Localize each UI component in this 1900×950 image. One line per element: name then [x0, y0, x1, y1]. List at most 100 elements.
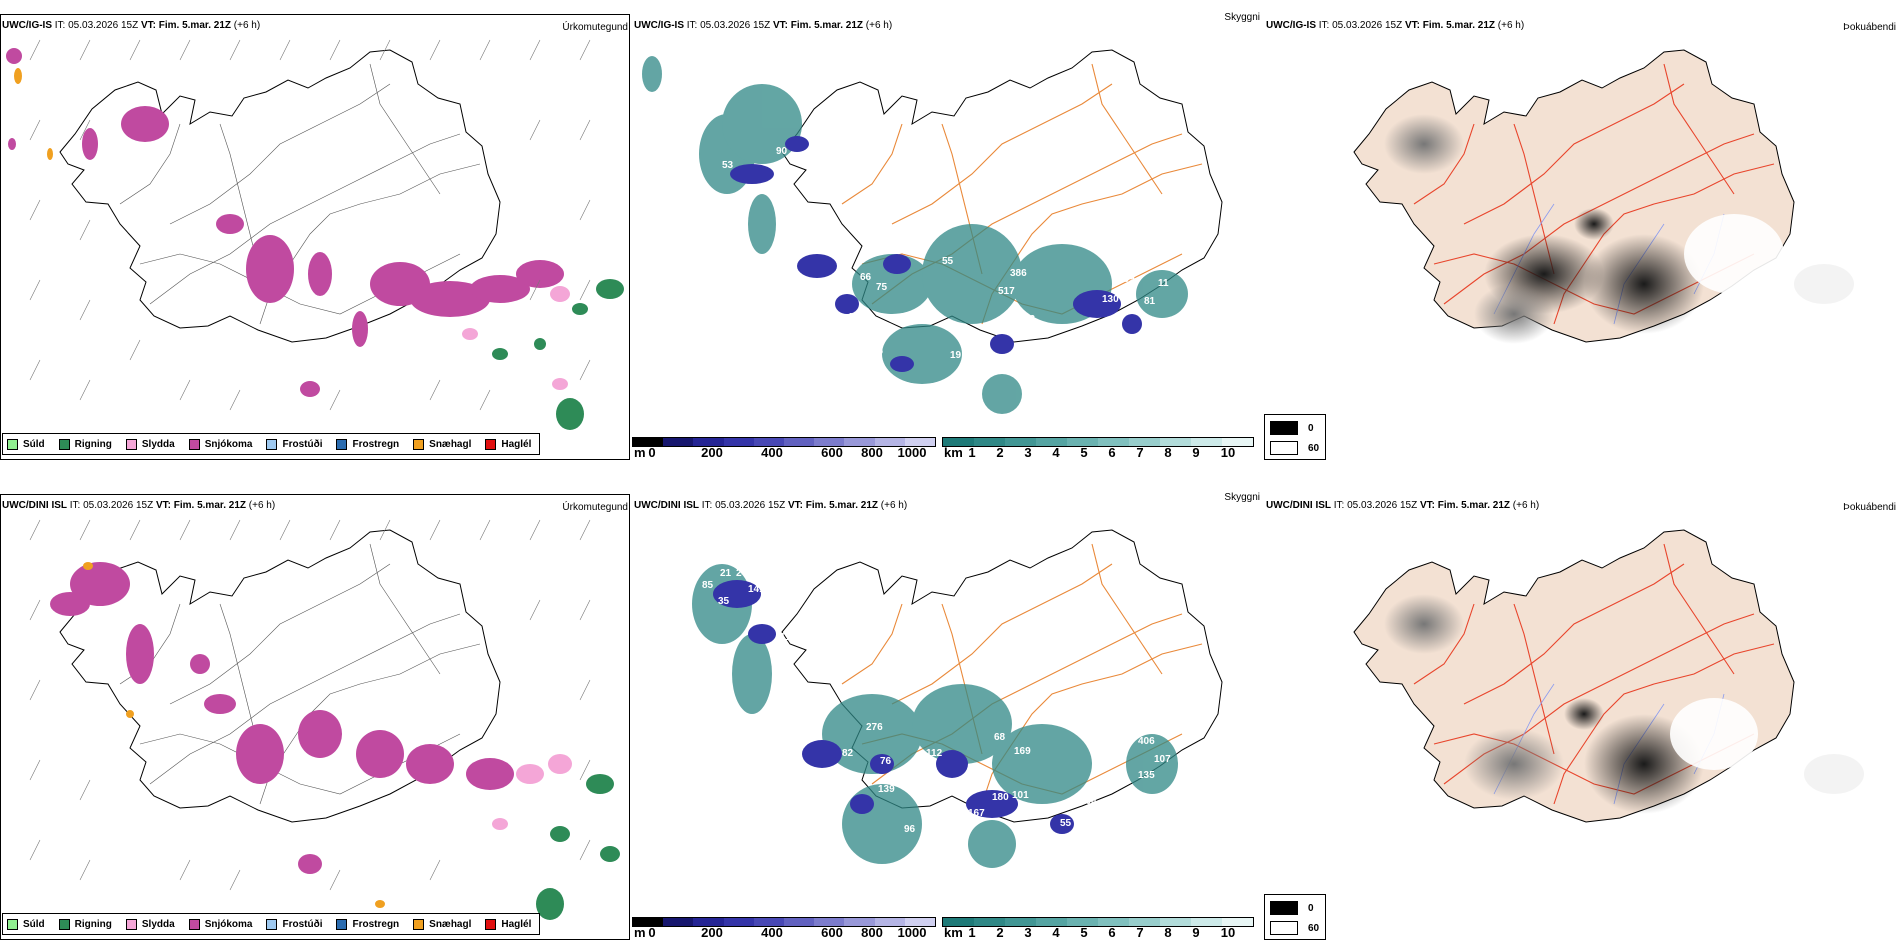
panel-title-precip: Úrkomutegund — [562, 22, 628, 33]
cloud-base-label: 107 — [1154, 754, 1171, 765]
cloud-visibility-map: 97 21 24 85 141 35 108 110 276 82 76 112… — [692, 529, 1247, 873]
legend-swatch — [485, 918, 497, 930]
legend-item-snaehagl: Snæhagl — [413, 438, 471, 450]
panel-title-precip: Úrkomutegund — [562, 502, 628, 513]
cloud-base-label: 139 — [878, 784, 895, 795]
cloud-base-label: 68 — [994, 732, 1006, 743]
legend-swatch — [7, 918, 18, 930]
cloud-base-label: 55 — [1060, 818, 1072, 829]
cloud-base-label: 43 — [1056, 338, 1068, 349]
run-header: UWC/IG-IS IT: 05.03.2026 15Z VT: Fim. 5.… — [1266, 20, 1525, 31]
cloud-base-label: 57 — [902, 246, 914, 257]
legend-swatch — [7, 438, 18, 450]
legend-item-snjokoma: Snjókoma — [188, 438, 252, 450]
legend-item-slydda: Slydda — [125, 438, 175, 450]
cloud-base-label: 882 — [1230, 736, 1247, 747]
cloud-visibility-panel: 553 53 90 53 55 57 66 75 386 517 109 114… — [632, 0, 1264, 470]
fog-index-map — [1353, 529, 1864, 823]
cloud-base-label: 81 — [1144, 296, 1156, 307]
map-frame — [0, 14, 630, 460]
run-header: UWC/DINI ISL IT: 05.03.2026 15Z VT: Fim.… — [1266, 500, 1540, 511]
fog-legend-item-low: 0 — [1270, 901, 1314, 915]
cloud-base-label: 19 — [950, 350, 962, 361]
cloud-base-label: 386 — [1010, 268, 1027, 279]
cloud-base-label: 53 — [836, 128, 848, 139]
cloud-base-label: 35 — [718, 596, 730, 607]
legend-item-frostudi: Frostúði — [266, 438, 322, 450]
precip-type-legend: Súld Rigning Slydda Snjókoma Frostúði Fr… — [2, 433, 541, 455]
cloud-visibility-panel: 97 21 24 85 141 35 108 110 276 82 76 112… — [632, 480, 1264, 950]
cloud-base-label: 11 — [876, 366, 887, 377]
legend-swatch — [125, 438, 137, 450]
legend-item-frostudi: Frostúði — [266, 918, 322, 930]
cloud-base-label: 21 — [720, 568, 732, 579]
cloud-base-label: 101 — [1012, 790, 1029, 801]
visibility-unit: km — [944, 445, 963, 460]
legend-item-slydda: Slydda — [125, 918, 175, 930]
cloud-base-label: 130 — [1102, 294, 1119, 305]
cloud-base-colorbar — [632, 437, 936, 447]
cloud-base-label: 180 — [992, 792, 1009, 803]
cloud-base-label: 406 — [1138, 736, 1155, 747]
cloud-base-label: 11 — [1158, 278, 1169, 289]
cloud-base-label: 66 — [860, 272, 872, 283]
precip-type-legend: Súld Rigning Slydda Snjókoma Frostúði Fr… — [2, 913, 541, 935]
legend-swatch — [58, 438, 70, 450]
legend-item-snjokoma: Snjókoma — [188, 918, 252, 930]
cloud-base-label: 112 — [930, 862, 947, 873]
cloud-visibility-map: 553 53 90 53 55 57 66 75 386 517 109 114… — [642, 49, 1223, 414]
visibility-colorbar — [942, 437, 1254, 447]
legend-item-rigning: Rigning — [58, 438, 112, 450]
run-header: UWC/DINI ISL IT: 05.03.2026 15Z VT: Fim.… — [634, 500, 908, 511]
cloud-base-label: 97 — [758, 544, 770, 555]
precip-type-map — [6, 39, 624, 430]
cloud-base-label: 109 — [848, 312, 865, 323]
model-row-dini: UWC/DINI ISL IT: 05.03.2026 15Z VT: Fim.… — [0, 480, 1900, 950]
precip-type-map — [29, 519, 620, 920]
cloud-base-label: 114 — [896, 316, 913, 327]
legend-item-sild: Súld — [7, 918, 45, 930]
legend-swatch — [336, 438, 348, 450]
fog-index-panel: UWC/IG-IS IT: 05.03.2026 15Z VT: Fim. 5.… — [1264, 0, 1900, 470]
fog-legend: 0 60 — [1264, 414, 1326, 460]
legend-item-haglel: Haglél — [485, 918, 531, 930]
cloud-base-label: 53 — [722, 160, 734, 171]
legend-swatch — [266, 438, 278, 450]
cloud-base-label: 112 — [928, 386, 945, 397]
run-header: UWC/IG-IS IT: 05.03.2026 15Z VT: Fim. 5.… — [634, 20, 893, 31]
cloud-base-label: 76 — [880, 756, 892, 767]
legend-swatch — [58, 918, 70, 930]
cloud-base-label: 110 — [780, 632, 797, 643]
legend-item-haglel: Haglél — [485, 438, 531, 450]
legend-swatch — [336, 918, 348, 930]
run-header: UWC/IG-IS IT: 05.03.2026 15Z VT: Fim. 5.… — [2, 20, 261, 31]
legend-swatch — [1270, 901, 1298, 915]
cloud-base-label: 85 — [702, 580, 714, 591]
cloud-base-label: 24 — [736, 568, 748, 579]
cloud-base-label: 75 — [876, 282, 888, 293]
panel-title-fog: Þokuábendi — [1843, 22, 1896, 33]
cloud-base-unit: m — [634, 925, 646, 940]
fog-index-panel: UWC/DINI ISL IT: 05.03.2026 15Z VT: Fim.… — [1264, 480, 1900, 950]
legend-swatch — [413, 918, 425, 930]
legend-swatch — [1270, 441, 1298, 455]
cloud-base-label: 169 — [1014, 746, 1031, 757]
cloud-base-label: 167 — [968, 808, 985, 819]
model-row-igis: UWC/IG-IS IT: 05.03.2026 15Z VT: Fim. 5.… — [0, 0, 1900, 470]
cloud-base-label: 55 — [942, 256, 954, 267]
cloud-base-label: 82 — [842, 748, 854, 759]
legend-swatch — [413, 438, 425, 450]
cloud-base-label: 141 — [748, 584, 765, 595]
cloud-base-label: 13 — [1024, 314, 1036, 325]
legend-item-snaehagl: Snæhagl — [413, 918, 471, 930]
cloud-base-label: 109 — [1118, 274, 1135, 285]
cloud-base-label: 135 — [1138, 770, 1155, 781]
fog-legend: 0 60 — [1264, 894, 1326, 940]
panel-title-cloud: Skyggni — [1224, 12, 1260, 23]
fog-legend-item-high: 60 — [1270, 921, 1319, 935]
visibility-unit: km — [944, 925, 963, 940]
cloud-base-label: 112 — [926, 748, 943, 759]
cloud-base-label: 276 — [866, 722, 883, 733]
cloud-base-label: 126 — [908, 386, 925, 397]
cloud-base-label: 16 — [872, 346, 884, 357]
